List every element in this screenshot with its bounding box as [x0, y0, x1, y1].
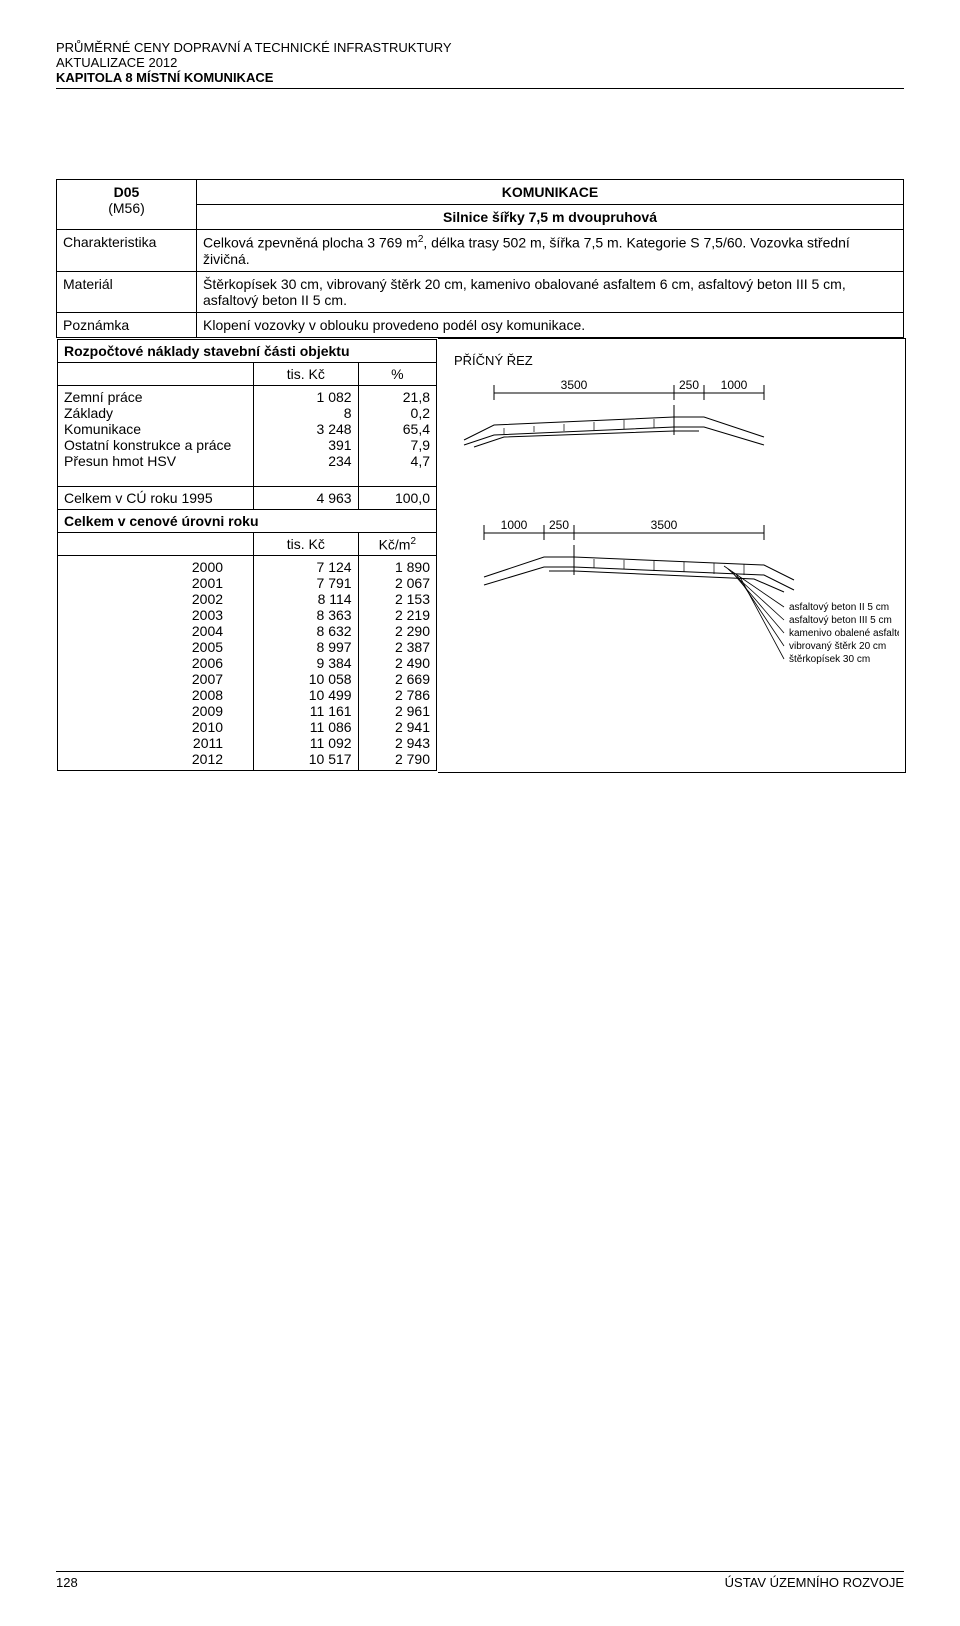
code-sub: (M56) [63, 200, 190, 216]
year-val: 8 997 [260, 639, 352, 655]
cost-row-val: 8 [260, 405, 352, 421]
col-rate: Kč/m2 [358, 532, 436, 556]
cost-row-val: 234 [260, 453, 352, 469]
info-title-2: Silnice šířky 7,5 m dvoupruhová [197, 205, 904, 230]
cost-row-val: 391 [260, 437, 352, 453]
total-label: Celkem v CÚ roku 1995 [58, 486, 254, 509]
svg-text:1000: 1000 [501, 518, 528, 532]
svg-text:PŘÍČNÝ ŘEZ: PŘÍČNÝ ŘEZ [454, 353, 533, 368]
footer-org: ÚSTAV ÚZEMNÍHO ROZVOJE [725, 1575, 904, 1590]
year-rate: 2 153 [365, 591, 430, 607]
cost-row-label: Základy [64, 405, 247, 421]
svg-text:kamenivo obalené asfaltem 6 cm: kamenivo obalené asfaltem 6 cm [789, 628, 899, 639]
year-rate: 2 961 [365, 703, 430, 719]
year: 2006 [64, 655, 223, 671]
info-block: D05 (M56) KOMUNIKACE Silnice šířky 7,5 m… [56, 179, 904, 338]
year-rate: 2 943 [365, 735, 430, 751]
svg-text:1000: 1000 [721, 378, 748, 392]
cost-row-label: Komunikace [64, 421, 247, 437]
year-rate: 2 786 [365, 687, 430, 703]
year: 2010 [64, 719, 223, 735]
year-val: 10 517 [260, 751, 352, 767]
material-label: Materiál [57, 271, 197, 312]
year-rate: 2 790 [365, 751, 430, 767]
cost-row-label: Ostatní konstrukce a práce [64, 437, 247, 453]
header-chapter: KAPITOLA 8 MÍSTNÍ KOMUNIKACE [56, 70, 904, 89]
col-unit2: tis. Kč [254, 532, 359, 556]
year: 2011 [64, 735, 223, 751]
header-title: PRŮMĚRNÉ CENY DOPRAVNÍ A TECHNICKÉ INFRA… [56, 40, 904, 55]
svg-text:250: 250 [679, 378, 699, 392]
year-rate: 2 290 [365, 623, 430, 639]
cost-row-pct: 65,4 [365, 421, 430, 437]
note-value: Klopení vozovky v oblouku provedeno podé… [197, 312, 904, 337]
cost-row-val: 1 082 [260, 389, 352, 405]
cost-row-pct: 0,2 [365, 405, 430, 421]
cost-row-pct: 7,9 [365, 437, 430, 453]
year-rate: 2 067 [365, 575, 430, 591]
col-unit: tis. Kč [254, 363, 359, 386]
cost-row-label: Zemní práce [64, 389, 247, 405]
year-val: 10 058 [260, 671, 352, 687]
svg-text:štěrkopísek 30 cm: štěrkopísek 30 cm [789, 654, 870, 665]
year-rate: 2 490 [365, 655, 430, 671]
level-head: Celkem v cenové úrovni roku [58, 509, 437, 532]
year-val: 11 086 [260, 719, 352, 735]
cost-row-label: Přesun hmot HSV [64, 453, 247, 469]
svg-text:3500: 3500 [651, 518, 678, 532]
cost-row-val: 3 248 [260, 421, 352, 437]
year-val: 9 384 [260, 655, 352, 671]
year-val: 7 791 [260, 575, 352, 591]
svg-text:asfaltový beton II 5 cm: asfaltový beton II 5 cm [789, 602, 889, 613]
year: 2007 [64, 671, 223, 687]
year-rate: 2 387 [365, 639, 430, 655]
char-value: Celková zpevněná plocha 3 769 m2, délka … [197, 230, 904, 272]
year-val: 8 363 [260, 607, 352, 623]
col-pct: % [358, 363, 436, 386]
year: 2008 [64, 687, 223, 703]
year: 2012 [64, 751, 223, 767]
code: D05 [63, 184, 190, 200]
year-rate: 2 219 [365, 607, 430, 623]
year: 2000 [64, 559, 223, 575]
year-rate: 2 669 [365, 671, 430, 687]
year-val: 11 092 [260, 735, 352, 751]
svg-text:3500: 3500 [561, 378, 588, 392]
cost-row-pct: 4,7 [365, 453, 430, 469]
info-title-1: KOMUNIKACE [197, 180, 904, 205]
year-val: 7 124 [260, 559, 352, 575]
cost-table: Rozpočtové náklady stavební části objekt… [57, 339, 437, 771]
note-label: Poznámka [57, 312, 197, 337]
year-rate: 1 890 [365, 559, 430, 575]
material-value: Štěrkopísek 30 cm, vibrovaný štěrk 20 cm… [197, 271, 904, 312]
year: 2002 [64, 591, 223, 607]
svg-text:asfaltový beton III 5 cm: asfaltový beton III 5 cm [789, 615, 892, 626]
year: 2009 [64, 703, 223, 719]
year-val: 10 499 [260, 687, 352, 703]
char-label: Charakteristika [57, 230, 197, 272]
year: 2001 [64, 575, 223, 591]
total-pct: 100,0 [358, 486, 436, 509]
svg-text:vibrovaný štěrk 20 cm: vibrovaný štěrk 20 cm [789, 641, 886, 652]
total-val: 4 963 [254, 486, 359, 509]
page-number: 128 [56, 1575, 78, 1590]
year: 2005 [64, 639, 223, 655]
year: 2004 [64, 623, 223, 639]
cost-head: Rozpočtové náklady stavební části objekt… [58, 340, 437, 363]
svg-text:250: 250 [549, 518, 569, 532]
cross-section-diagram: PŘÍČNÝ ŘEZ 3500 250 1000 [444, 345, 899, 685]
year-val: 8 114 [260, 591, 352, 607]
year-val: 8 632 [260, 623, 352, 639]
year-val: 11 161 [260, 703, 352, 719]
year-rate: 2 941 [365, 719, 430, 735]
year: 2003 [64, 607, 223, 623]
cost-row-pct: 21,8 [365, 389, 430, 405]
header-update: AKTUALIZACE 2012 [56, 55, 904, 70]
